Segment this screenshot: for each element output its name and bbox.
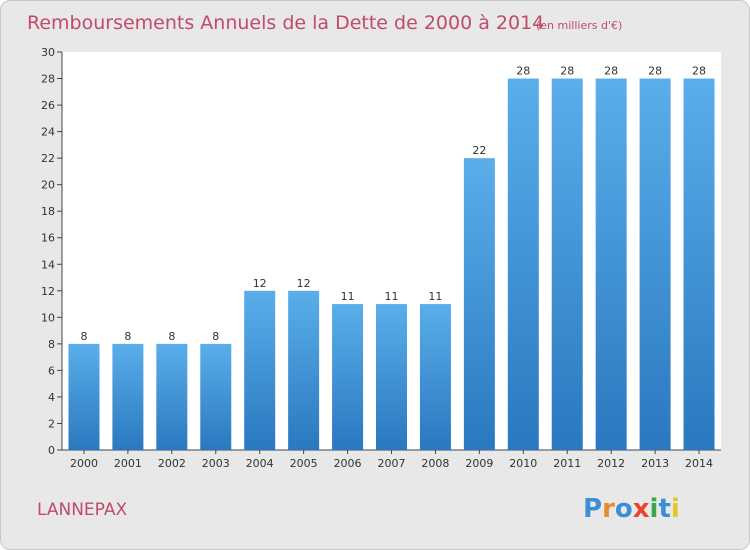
bar-2007: [376, 304, 407, 450]
data-label-2001: 8: [124, 330, 131, 343]
y-tick-label: 24: [41, 126, 55, 139]
proxiti-logo: Proxiti: [583, 494, 680, 524]
x-tick-label-2011: 2011: [553, 457, 581, 470]
bar-2010: [507, 78, 539, 451]
x-tick-label-2004: 2004: [246, 457, 274, 470]
place-name: LANNEPAX: [37, 500, 127, 520]
data-label-2009: 22: [472, 144, 486, 157]
data-label-2000: 8: [80, 330, 87, 343]
data-label-2007: 11: [385, 290, 399, 303]
bar-2009: [463, 158, 495, 450]
bar-2000: [68, 343, 100, 450]
bar-2006: [332, 304, 364, 450]
bar-2011: [551, 78, 583, 451]
data-label-2008: 11: [428, 290, 442, 303]
x-tick-label-2002: 2002: [158, 457, 186, 470]
x-tick-label-2005: 2005: [290, 457, 318, 470]
y-tick-label: 12: [41, 285, 55, 298]
data-label-2012: 28: [604, 65, 618, 78]
chart-title: Remboursements Annuels de la Dette de 20…: [27, 12, 544, 34]
bar-2004: [244, 290, 276, 450]
x-tick-label-2001: 2001: [114, 457, 142, 470]
x-tick-label-2013: 2013: [641, 457, 669, 470]
y-tick-label: 8: [48, 338, 55, 351]
x-tick-label-2009: 2009: [465, 457, 493, 470]
y-tick-label: 18: [41, 205, 55, 218]
y-tick-label: 20: [41, 179, 55, 192]
y-tick-label: 0: [48, 444, 55, 457]
bar-2005: [288, 290, 320, 450]
y-tick-label: 14: [41, 258, 55, 271]
y-tick-label: 26: [41, 99, 55, 112]
x-tick-label-2000: 2000: [70, 457, 98, 470]
bar-series: 8 8 8 8 12 12 11 11 11 22 28 28 28 28 28: [68, 65, 715, 451]
data-label-2002: 8: [168, 330, 175, 343]
x-tick-label-2003: 2003: [202, 457, 230, 470]
x-tick-label-2010: 2010: [509, 457, 537, 470]
x-axis: 2000 2001 2002 2003 2004 2005 2006 2007 2008 2009…: [70, 450, 713, 470]
data-label-2005: 12: [297, 277, 311, 290]
x-tick-label-2006: 2006: [334, 457, 362, 470]
data-label-2006: 11: [341, 290, 355, 303]
bar-2008: [419, 304, 451, 450]
y-tick-label: 28: [41, 73, 55, 86]
y-tick-label: 6: [48, 364, 55, 377]
data-label-2004: 12: [253, 277, 267, 290]
bar-2003: [200, 343, 232, 450]
y-tick-label: 2: [48, 417, 55, 430]
y-tick-label: 22: [41, 152, 55, 165]
x-tick-label-2014: 2014: [685, 457, 713, 470]
bar-2001: [112, 343, 144, 450]
data-label-2014: 28: [692, 65, 706, 78]
bar-2002: [156, 343, 188, 450]
bar-2013: [639, 78, 671, 451]
data-label-2010: 28: [516, 65, 530, 78]
data-label-2003: 8: [212, 330, 219, 343]
chart-subtitle: (en milliers d'€): [536, 19, 622, 32]
x-tick-label-2008: 2008: [421, 457, 449, 470]
x-tick-label-2007: 2007: [378, 457, 406, 470]
y-tick-label: 4: [48, 391, 55, 404]
y-tick-label: 16: [41, 232, 55, 245]
y-tick-label: 30: [41, 46, 55, 59]
bar-2012: [595, 78, 627, 451]
data-label-2013: 28: [648, 65, 662, 78]
bar-2014: [683, 78, 715, 451]
data-label-2011: 28: [560, 65, 574, 78]
x-tick-label-2012: 2012: [597, 457, 625, 470]
y-tick-label: 10: [41, 311, 55, 324]
proxiti-logo-text: Proxiti: [583, 494, 680, 524]
